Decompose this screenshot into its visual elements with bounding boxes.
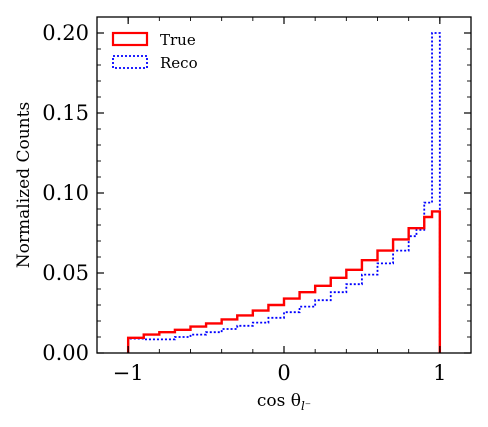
legend-label-reco: Reco bbox=[160, 54, 198, 72]
legend-label-true: True bbox=[160, 31, 196, 49]
x-axis-label-main: cos θ bbox=[257, 391, 301, 411]
x-axis-label: cos θl⁻ bbox=[257, 391, 311, 413]
y-tick-label: 0.10 bbox=[42, 181, 89, 205]
y-tick-label: 0.00 bbox=[42, 341, 89, 365]
plot-marks bbox=[126, 32, 442, 353]
x-tick-label: 1 bbox=[433, 361, 446, 385]
y-tick-label: 0.20 bbox=[42, 21, 89, 45]
histogram-reco bbox=[127, 32, 441, 353]
x-tick-label: −1 bbox=[113, 361, 144, 385]
y-tick-label: 0.15 bbox=[42, 101, 89, 125]
y-axis-label: Normalized Counts bbox=[14, 102, 34, 268]
x-axis-label-subscript: l⁻ bbox=[301, 399, 311, 413]
x-tick-label: 0 bbox=[277, 361, 290, 385]
y-tick-label: 0.05 bbox=[42, 261, 89, 285]
legend-swatch-reco bbox=[112, 55, 148, 69]
histogram-true bbox=[126, 210, 442, 353]
axes: 0.00 0.05 0.10 0.15 0.20 −1 0 1 bbox=[42, 16, 472, 385]
legend: True Reco bbox=[111, 31, 198, 72]
legend-swatch-true bbox=[111, 31, 149, 47]
